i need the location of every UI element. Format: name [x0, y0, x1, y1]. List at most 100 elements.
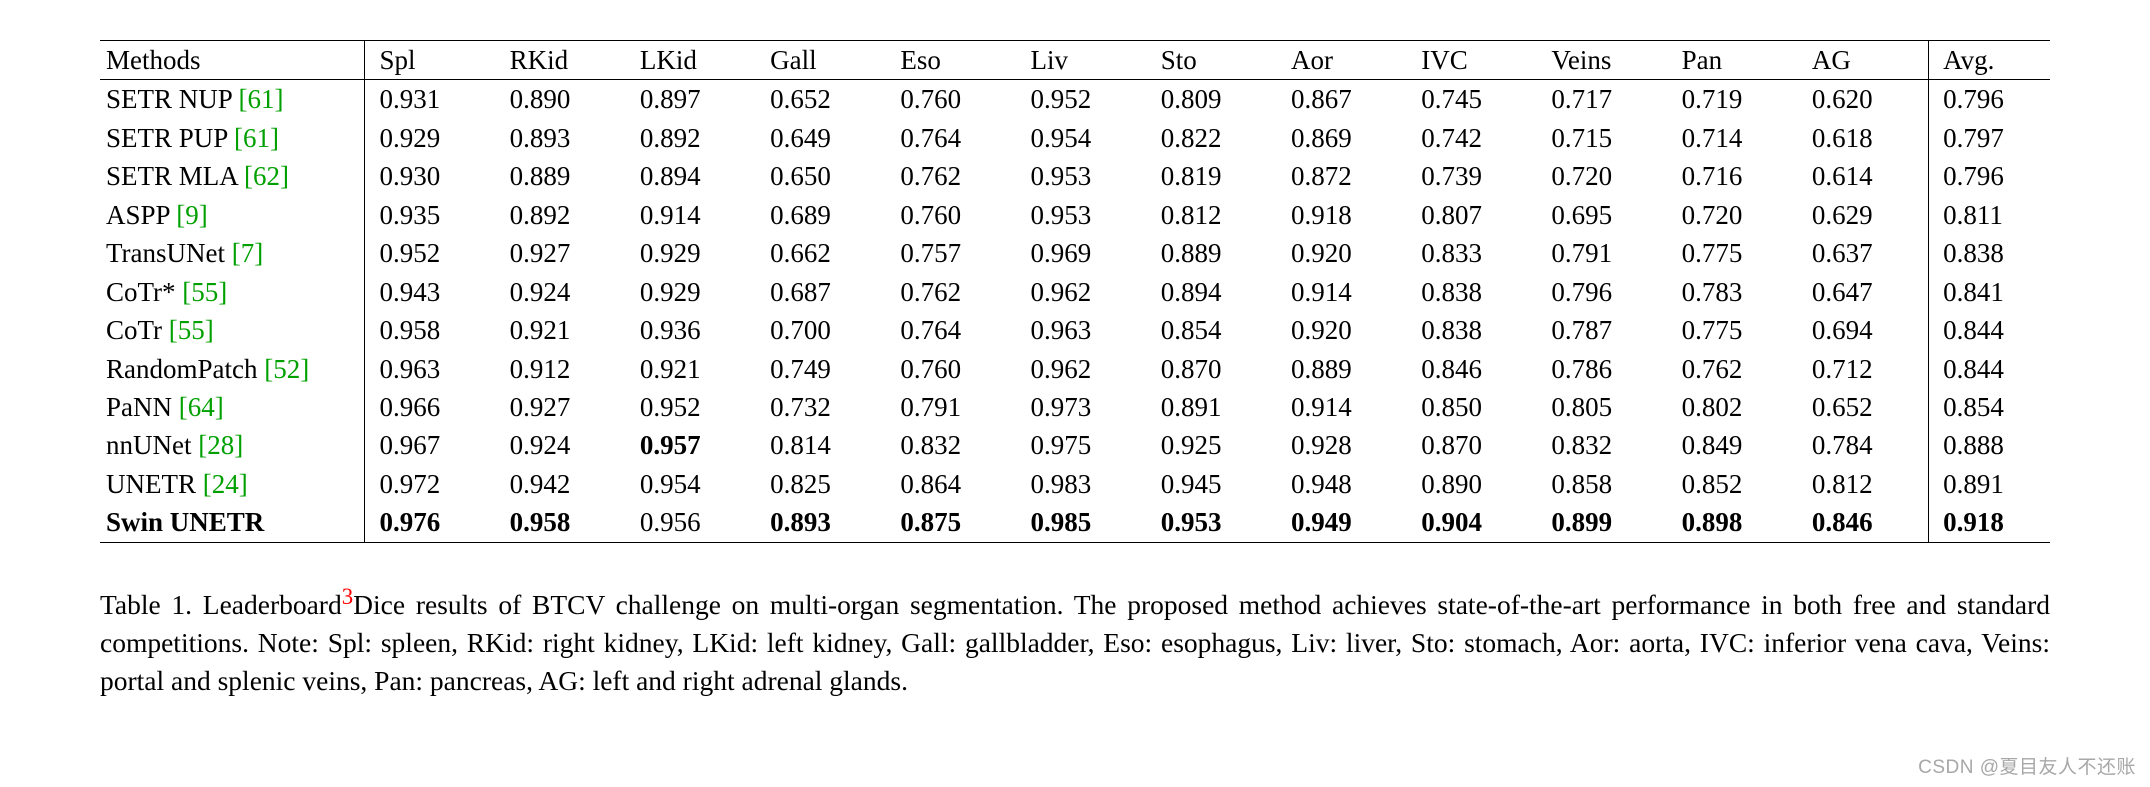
- method-name: ASPP: [106, 200, 170, 230]
- caption-prefix: Table 1. Leaderboard: [100, 589, 342, 620]
- citation: [7]: [232, 238, 263, 268]
- value-cell: 0.762: [886, 157, 1016, 195]
- value-cell: 0.649: [756, 119, 886, 157]
- citation: [61]: [234, 123, 279, 153]
- value-cell: 0.819: [1147, 157, 1277, 195]
- table-body: SETR NUP [61]0.9310.8900.8970.6520.7600.…: [100, 80, 2050, 542]
- value-cell: 0.943: [365, 273, 496, 311]
- value-cell: 0.920: [1277, 234, 1407, 272]
- table-row: SETR PUP [61]0.9290.8930.8920.6490.7640.…: [100, 119, 2050, 157]
- value-cell: 0.949: [1277, 503, 1407, 542]
- citation: [52]: [264, 354, 309, 384]
- value-cell: 0.952: [365, 234, 496, 272]
- value-cell: 0.930: [365, 157, 496, 195]
- value-cell: 0.920: [1277, 311, 1407, 349]
- column-header: Spl: [365, 41, 496, 80]
- column-header: Sto: [1147, 41, 1277, 80]
- value-cell: 0.797: [1929, 119, 2050, 157]
- method-name: SETR MLA: [106, 161, 237, 191]
- value-cell: 0.760: [886, 350, 1016, 388]
- value-cell: 0.867: [1277, 80, 1407, 119]
- value-cell: 0.739: [1407, 157, 1537, 195]
- table-row: Swin UNETR0.9760.9580.9560.8930.8750.985…: [100, 503, 2050, 542]
- value-cell: 0.695: [1537, 196, 1667, 234]
- value-cell: 0.749: [756, 350, 886, 388]
- method-name: SETR NUP: [106, 84, 232, 114]
- method-name: UNETR: [106, 469, 196, 499]
- table-row: nnUNet [28]0.9670.9240.9570.8140.8320.97…: [100, 426, 2050, 464]
- column-header: AG: [1798, 41, 1929, 80]
- value-cell: 0.929: [365, 119, 496, 157]
- column-header: Liv: [1017, 41, 1147, 80]
- value-cell: 0.844: [1929, 350, 2050, 388]
- value-cell: 0.647: [1798, 273, 1929, 311]
- table-row: SETR NUP [61]0.9310.8900.8970.6520.7600.…: [100, 80, 2050, 119]
- value-cell: 0.924: [496, 426, 626, 464]
- value-cell: 0.921: [626, 350, 756, 388]
- value-cell: 0.912: [496, 350, 626, 388]
- value-cell: 0.814: [756, 426, 886, 464]
- value-cell: 0.854: [1147, 311, 1277, 349]
- value-cell: 0.805: [1537, 388, 1667, 426]
- value-cell: 0.924: [496, 273, 626, 311]
- value-cell: 0.897: [626, 80, 756, 119]
- value-cell: 0.714: [1668, 119, 1798, 157]
- table-caption: Table 1. Leaderboard3Dice results of BTC…: [100, 581, 2050, 700]
- footnote-marker: 3: [342, 584, 353, 609]
- value-cell: 0.972: [365, 465, 496, 503]
- value-cell: 0.787: [1537, 311, 1667, 349]
- value-cell: 0.942: [496, 465, 626, 503]
- value-cell: 0.975: [1017, 426, 1147, 464]
- method-name: TransUNet: [106, 238, 225, 268]
- value-cell: 0.637: [1798, 234, 1929, 272]
- value-cell: 0.832: [886, 426, 1016, 464]
- method-cell: SETR PUP [61]: [100, 119, 365, 157]
- value-cell: 0.833: [1407, 234, 1537, 272]
- value-cell: 0.889: [1147, 234, 1277, 272]
- value-cell: 0.954: [626, 465, 756, 503]
- value-cell: 0.719: [1668, 80, 1798, 119]
- value-cell: 0.904: [1407, 503, 1537, 542]
- value-cell: 0.791: [886, 388, 1016, 426]
- value-cell: 0.652: [1798, 388, 1929, 426]
- value-cell: 0.872: [1277, 157, 1407, 195]
- method-cell: RandomPatch [52]: [100, 350, 365, 388]
- value-cell: 0.652: [756, 80, 886, 119]
- column-header: Methods: [100, 41, 365, 80]
- value-cell: 0.956: [626, 503, 756, 542]
- value-cell: 0.953: [1017, 196, 1147, 234]
- column-header: Gall: [756, 41, 886, 80]
- value-cell: 0.796: [1929, 157, 2050, 195]
- value-cell: 0.918: [1277, 196, 1407, 234]
- value-cell: 0.791: [1537, 234, 1667, 272]
- value-cell: 0.985: [1017, 503, 1147, 542]
- citation: [24]: [203, 469, 248, 499]
- column-header: LKid: [626, 41, 756, 80]
- value-cell: 0.931: [365, 80, 496, 119]
- table-row: CoTr* [55]0.9430.9240.9290.6870.7620.962…: [100, 273, 2050, 311]
- value-cell: 0.893: [756, 503, 886, 542]
- value-cell: 0.929: [626, 234, 756, 272]
- value-cell: 0.712: [1798, 350, 1929, 388]
- citation: [9]: [176, 200, 207, 230]
- method-cell: CoTr [55]: [100, 311, 365, 349]
- value-cell: 0.890: [1407, 465, 1537, 503]
- value-cell: 0.864: [886, 465, 1016, 503]
- value-cell: 0.822: [1147, 119, 1277, 157]
- value-cell: 0.935: [365, 196, 496, 234]
- value-cell: 0.762: [886, 273, 1016, 311]
- method-name: CoTr: [106, 315, 162, 345]
- value-cell: 0.889: [1277, 350, 1407, 388]
- column-header: Pan: [1668, 41, 1798, 80]
- value-cell: 0.764: [886, 119, 1016, 157]
- value-cell: 0.914: [626, 196, 756, 234]
- value-cell: 0.966: [365, 388, 496, 426]
- page-container: MethodsSplRKidLKidGallEsoLivStoAorIVCVei…: [0, 0, 2150, 787]
- citation: [64]: [179, 392, 224, 422]
- value-cell: 0.629: [1798, 196, 1929, 234]
- method-cell: nnUNet [28]: [100, 426, 365, 464]
- method-cell: UNETR [24]: [100, 465, 365, 503]
- value-cell: 0.745: [1407, 80, 1537, 119]
- watermark-text: CSDN @夏目友人不还账: [1918, 752, 2136, 779]
- value-cell: 0.927: [496, 388, 626, 426]
